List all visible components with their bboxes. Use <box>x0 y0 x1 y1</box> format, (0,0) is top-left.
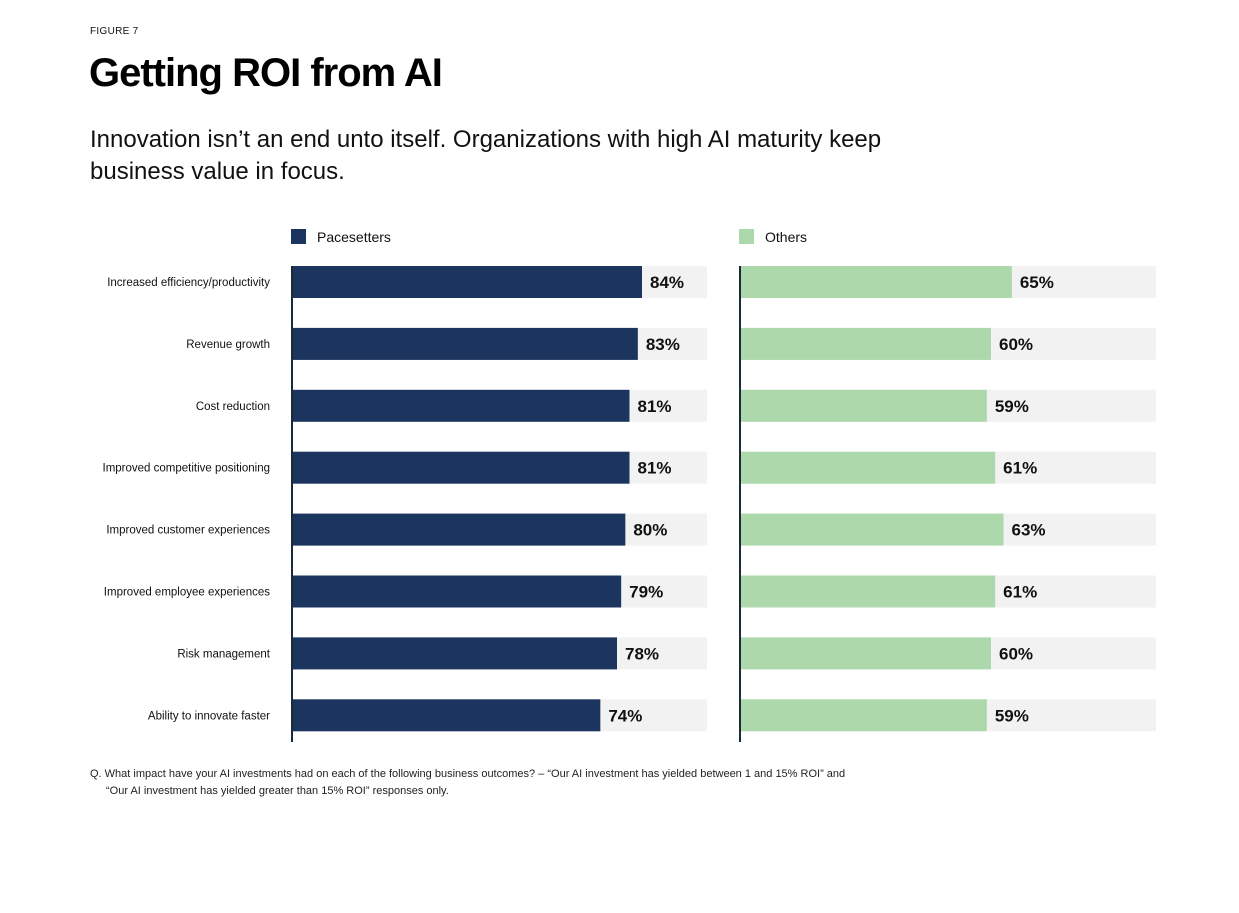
data-label-pacesetters: 74% <box>608 706 642 725</box>
data-label-others: 65% <box>1020 273 1054 292</box>
data-label-pacesetters: 79% <box>629 583 663 602</box>
category-label: Revenue growth <box>186 339 270 351</box>
data-label-pacesetters: 84% <box>650 273 684 292</box>
bar-others <box>741 389 987 422</box>
data-label-others: 60% <box>999 644 1033 663</box>
data-label-pacesetters: 81% <box>638 397 672 416</box>
data-label-others: 61% <box>1003 459 1037 478</box>
data-label-others: 59% <box>995 397 1029 416</box>
category-label: Improved employee experiences <box>104 587 270 599</box>
legend-label-others: Others <box>765 229 807 245</box>
data-label-others: 60% <box>999 335 1033 354</box>
category-label: Risk management <box>177 648 270 660</box>
legend-label-pacesetters: Pacesetters <box>317 229 391 245</box>
bar-others <box>741 266 1012 298</box>
data-label-pacesetters: 78% <box>625 644 659 663</box>
data-label-others: 61% <box>1003 583 1037 602</box>
bar-others <box>741 575 996 608</box>
bar-pacesetters <box>292 266 642 298</box>
data-label-others: 59% <box>995 706 1029 725</box>
bar-pacesetters <box>292 327 638 360</box>
footnote-line-1: Q. What impact have your AI investments … <box>90 768 846 780</box>
data-label-pacesetters: 80% <box>633 521 667 540</box>
bar-others <box>741 637 991 670</box>
page-subtitle: Innovation isn’t an end unto itself. Org… <box>90 126 882 185</box>
data-label-pacesetters: 81% <box>638 459 672 478</box>
bar-others <box>741 451 996 484</box>
bar-pacesetters <box>292 513 626 546</box>
bar-pacesetters <box>292 389 630 422</box>
bar-others <box>741 513 1004 546</box>
page-title: Getting ROI from AI <box>89 51 443 95</box>
category-label: Increased efficiency/productivity <box>107 277 270 289</box>
category-label: Improved competitive positioning <box>103 463 270 475</box>
category-label: Cost reduction <box>196 401 270 413</box>
bar-pacesetters <box>292 451 630 484</box>
bar-others <box>741 699 987 732</box>
footnote: Q. What impact have your AI investments … <box>90 766 950 800</box>
data-label-pacesetters: 83% <box>646 335 680 354</box>
category-label: Ability to innovate faster <box>148 710 270 722</box>
data-label-others: 63% <box>1012 521 1046 540</box>
legend-swatch-pacesetters <box>291 229 306 244</box>
figure-label: FIGURE 7 <box>90 26 139 37</box>
bar-pacesetters <box>292 637 617 670</box>
bar-pacesetters <box>292 699 601 732</box>
footnote-line-2: “Our AI investment has yielded greater t… <box>106 785 449 797</box>
bar-others <box>741 327 991 360</box>
legend-swatch-others <box>739 229 754 244</box>
bar-pacesetters <box>292 575 622 608</box>
category-label: Improved customer experiences <box>106 525 270 537</box>
